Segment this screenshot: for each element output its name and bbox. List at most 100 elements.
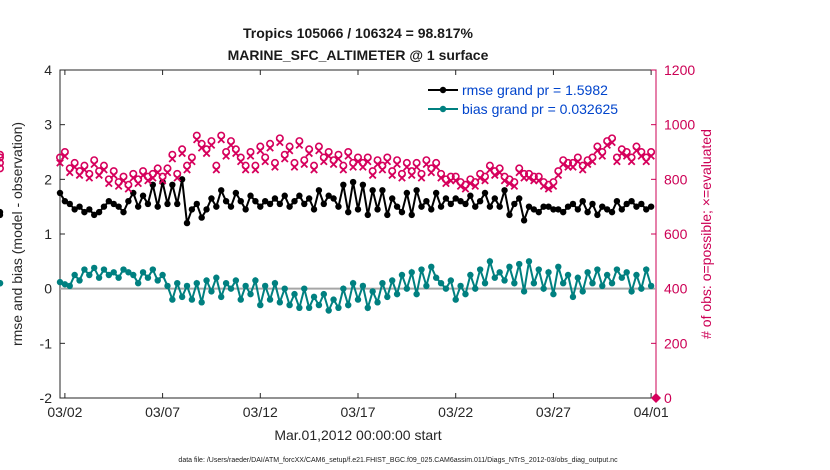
y-right-tick-label: 1000 xyxy=(664,117,695,133)
data-point xyxy=(76,203,83,210)
data-point xyxy=(286,203,293,210)
series-rmse xyxy=(0,176,655,227)
obs-evaluated-point xyxy=(305,149,313,158)
data-point xyxy=(442,285,450,292)
data-point xyxy=(81,208,88,216)
obs-evaluated-point xyxy=(368,171,377,180)
data-point xyxy=(144,274,152,281)
obs-evaluated-point xyxy=(471,182,480,191)
y-axis-label-right: # of obs: o=possible; ×=evaluated xyxy=(698,129,714,339)
data-point xyxy=(369,187,376,194)
obs-evaluated-point xyxy=(275,138,284,147)
data-point xyxy=(550,206,557,213)
y-right-tick-label: 400 xyxy=(664,281,688,297)
data-point xyxy=(291,198,298,205)
data-point xyxy=(599,203,606,210)
obs-evaluated-point xyxy=(188,157,196,166)
data-point xyxy=(520,288,528,295)
data-point xyxy=(496,203,503,210)
data-point xyxy=(100,266,108,273)
data-point xyxy=(164,282,171,290)
obs-evaluated-point xyxy=(456,182,465,191)
data-point xyxy=(301,285,308,292)
data-point xyxy=(379,187,386,194)
obs-evaluated-point xyxy=(158,176,167,185)
data-point xyxy=(628,198,635,205)
obs-evaluated-point xyxy=(251,165,260,174)
data-point xyxy=(301,200,308,208)
data-point xyxy=(579,198,586,205)
series-obs-evaluated xyxy=(57,137,655,193)
data-point xyxy=(491,274,498,281)
data-point xyxy=(418,203,425,210)
data-point xyxy=(120,208,127,216)
obs-evaluated-point xyxy=(398,174,406,182)
obs-evaluated-point xyxy=(583,160,592,169)
y-right-tick-label: 0 xyxy=(664,390,672,406)
obs-evaluated-point xyxy=(285,146,294,155)
data-point xyxy=(520,217,528,224)
data-point xyxy=(203,206,210,213)
data-point xyxy=(340,285,347,292)
data-point xyxy=(496,269,503,276)
y-tick-label: -1 xyxy=(40,335,53,351)
obs-evaluated-point xyxy=(192,135,201,144)
obs-possible-point xyxy=(0,150,4,159)
obs-evaluated-point xyxy=(476,174,484,182)
data-point xyxy=(291,290,298,298)
y-tick-label: -2 xyxy=(40,390,53,406)
obs-evaluated-point xyxy=(119,176,128,185)
obs-evaluated-point xyxy=(178,149,186,158)
obs-evaluated-point xyxy=(500,176,509,185)
data-point xyxy=(555,263,562,270)
obs-possible-point xyxy=(0,153,4,162)
data-point xyxy=(428,206,435,213)
y-tick-label: 4 xyxy=(44,62,52,78)
legend-rmse-label: rmse grand pr = 1.5982 xyxy=(462,82,608,98)
obs-evaluated-point xyxy=(315,146,323,155)
obs-evaluated-point xyxy=(100,165,108,174)
obs-evaluated-point xyxy=(124,185,133,193)
data-point xyxy=(218,293,225,301)
data-point xyxy=(589,280,596,287)
data-point xyxy=(349,280,357,287)
data-point xyxy=(203,277,210,284)
data-point xyxy=(643,266,650,273)
x-tick-label: 03/02 xyxy=(47,404,82,420)
data-point xyxy=(281,285,288,292)
data-point xyxy=(144,200,152,208)
data-point xyxy=(594,211,601,219)
data-point xyxy=(452,195,459,202)
data-point xyxy=(569,200,577,208)
obs-evaluated-point xyxy=(212,165,221,174)
data-point xyxy=(345,301,352,309)
data-point xyxy=(584,269,591,276)
obs-evaluated-point xyxy=(481,176,489,185)
obs-evaluated-point xyxy=(256,146,265,155)
data-point xyxy=(105,198,113,205)
obs-evaluated-point xyxy=(202,149,211,158)
data-point xyxy=(579,288,586,295)
x-tick-label: 03/07 xyxy=(145,404,180,420)
data-point xyxy=(559,208,567,216)
data-point xyxy=(237,198,244,205)
obs-evaluated-point xyxy=(163,168,172,177)
plot-area xyxy=(59,69,657,399)
data-point xyxy=(257,301,264,309)
data-point xyxy=(71,271,78,279)
data-point xyxy=(613,198,621,205)
data-point xyxy=(266,296,274,303)
right-axis-zero-marker xyxy=(651,393,661,403)
y-right-tick-label: 200 xyxy=(664,335,688,351)
data-point xyxy=(354,206,362,213)
data-point xyxy=(437,280,445,287)
data-point xyxy=(462,200,469,208)
obs-possible-point xyxy=(0,164,4,173)
obs-evaluated-point xyxy=(90,160,99,169)
obs-evaluated-point xyxy=(510,182,519,191)
data-point xyxy=(325,307,332,314)
data-point xyxy=(139,192,147,199)
data-point xyxy=(374,206,381,213)
data-point xyxy=(286,301,293,309)
data-point xyxy=(61,281,69,288)
